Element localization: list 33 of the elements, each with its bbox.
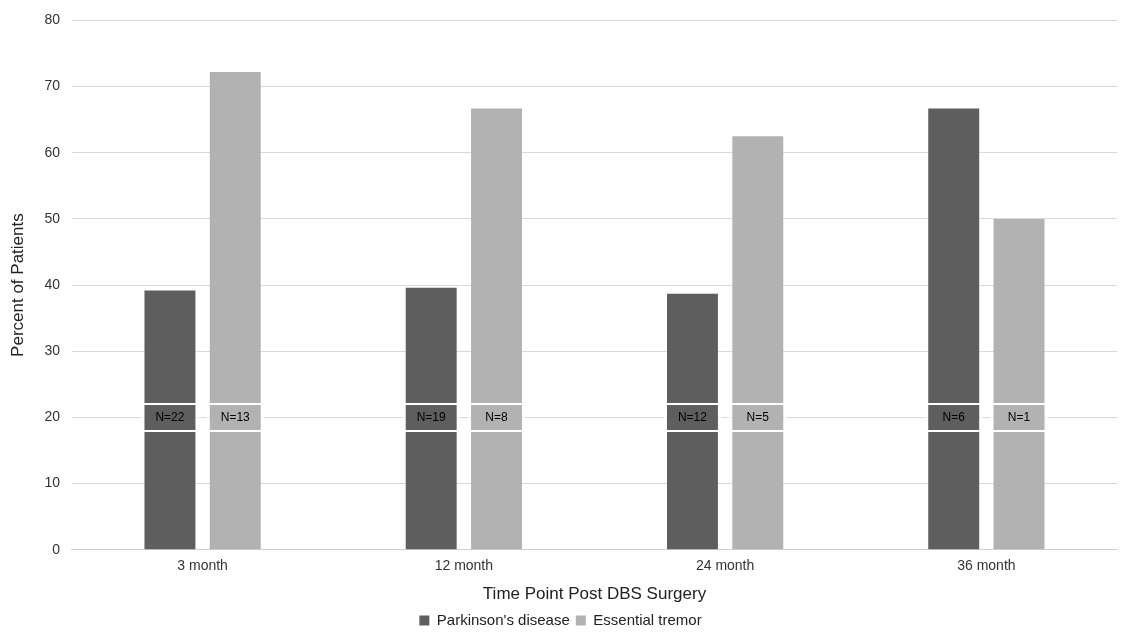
y-tick-label: 50: [44, 209, 61, 226]
x-tick-label: 36 month: [957, 557, 1016, 574]
annotation: N=8: [485, 409, 509, 424]
bar: [209, 72, 261, 550]
y-tick-label: 40: [44, 275, 61, 292]
y-axis-title: Percent of Patients: [7, 213, 27, 357]
bar: [471, 108, 522, 550]
annotation: N=1: [1007, 409, 1031, 424]
y-tick-label: 0: [52, 540, 61, 557]
y-tick-label: 70: [44, 77, 61, 94]
legend-label: Essential tremor: [593, 610, 702, 628]
x-axis-title: Time Point Post DBS Surgery: [482, 584, 707, 604]
legend-label: Parkinson's disease: [436, 610, 570, 628]
annotation: N=19: [416, 409, 447, 424]
bar: [993, 218, 1045, 550]
y-tick-label: 20: [44, 408, 61, 425]
bar: [405, 287, 457, 550]
bar: [666, 293, 718, 550]
x-tick-label: 12 month: [434, 557, 494, 574]
y-tick-label: 10: [44, 474, 61, 491]
bar: [144, 290, 196, 550]
annotation: N=6: [942, 409, 966, 424]
y-tick-label: 80: [44, 11, 61, 28]
y-tick-label: 30: [44, 342, 61, 359]
x-tick-label: 24 month: [695, 557, 755, 574]
annotation: N=12: [677, 409, 708, 424]
bar: [928, 108, 980, 550]
annotation: N=22: [155, 409, 185, 424]
y-tick-label: 60: [44, 143, 61, 160]
annotation: N=5: [746, 409, 770, 424]
annotation: N=13: [220, 409, 251, 424]
x-tick-label: 3 month: [177, 557, 228, 574]
bar: [732, 136, 784, 550]
